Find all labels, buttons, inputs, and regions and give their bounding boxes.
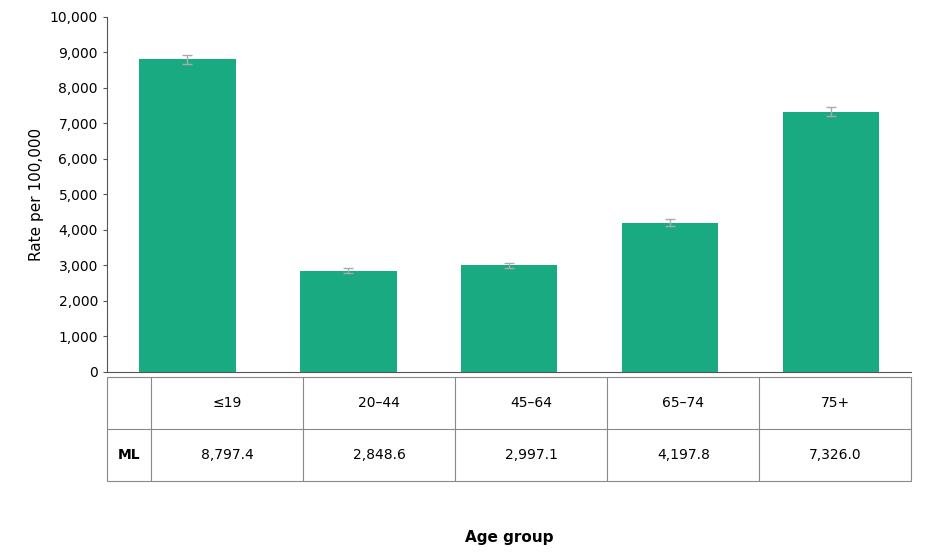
Text: Age group: Age group bbox=[465, 530, 554, 545]
Text: 2,997.1: 2,997.1 bbox=[505, 448, 558, 462]
Text: 7,326.0: 7,326.0 bbox=[809, 448, 862, 462]
Text: ≤19: ≤19 bbox=[213, 396, 242, 410]
Text: 8,797.4: 8,797.4 bbox=[201, 448, 254, 462]
Bar bbox=[140, 59, 235, 372]
Bar bbox=[300, 271, 396, 372]
Bar bbox=[622, 222, 718, 372]
Bar bbox=[461, 266, 557, 372]
Text: ML: ML bbox=[118, 448, 140, 462]
Text: 45–64: 45–64 bbox=[511, 396, 552, 410]
Bar bbox=[783, 112, 879, 372]
Text: 20–44: 20–44 bbox=[358, 396, 400, 410]
Text: 2,848.6: 2,848.6 bbox=[352, 448, 405, 462]
Text: 75+: 75+ bbox=[821, 396, 850, 410]
Text: 65–74: 65–74 bbox=[662, 396, 704, 410]
Text: 4,197.8: 4,197.8 bbox=[657, 448, 710, 462]
Y-axis label: Rate per 100,000: Rate per 100,000 bbox=[29, 127, 44, 261]
